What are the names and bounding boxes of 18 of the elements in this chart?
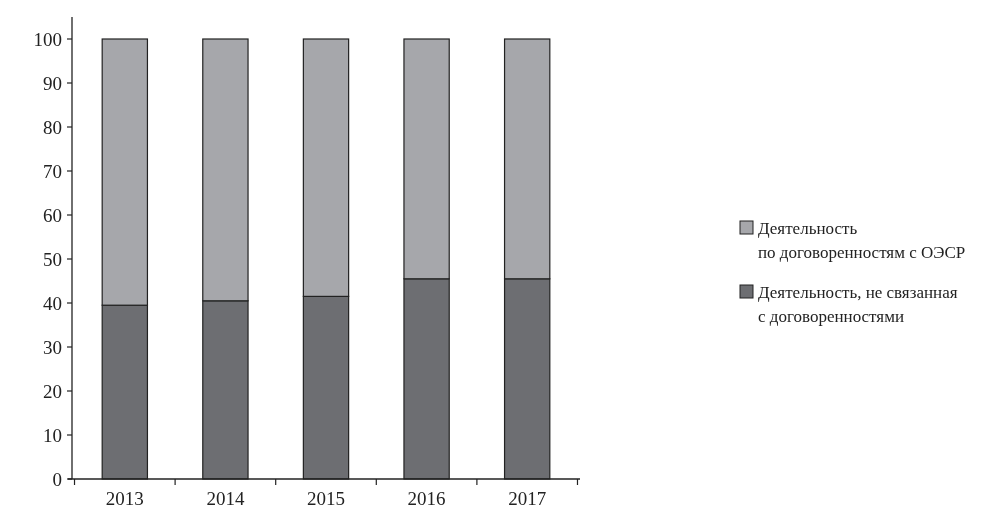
x-tick-label: 2016 xyxy=(407,488,446,509)
x-tick-label: 2013 xyxy=(105,488,144,509)
y-tick-label: 40 xyxy=(43,292,62,314)
y-tick-label: 80 xyxy=(43,116,62,138)
y-tick-label: 50 xyxy=(43,248,62,270)
y-tick-label: 0 xyxy=(52,468,62,490)
y-tick-label: 30 xyxy=(43,336,62,358)
x-tick-label: 2017 xyxy=(508,488,547,509)
y-tick-label: 10 xyxy=(43,424,62,446)
legend-label: Деятельность по договоренностям с ОЭСР xyxy=(758,218,966,262)
y-tick-label: 90 xyxy=(43,72,62,94)
x-tick-label: 2014 xyxy=(206,488,245,509)
y-tick-label: 60 xyxy=(43,204,62,226)
y-tick-label: 70 xyxy=(43,160,62,182)
y-tick-label: 100 xyxy=(33,28,62,50)
x-tick-label: 2015 xyxy=(307,488,345,509)
legend-label: Деятельность, не связанная с договоренностями xyxy=(758,282,958,326)
y-tick-label: 20 xyxy=(43,380,62,402)
